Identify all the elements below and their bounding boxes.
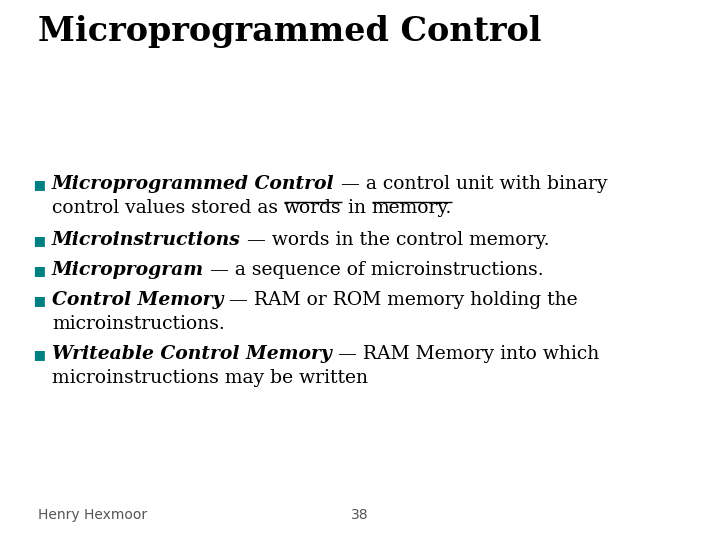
Text: ▪: ▪ [32, 175, 45, 194]
Text: — RAM or ROM memory holding the: — RAM or ROM memory holding the [223, 291, 578, 309]
Text: microinstructions.: microinstructions. [52, 315, 225, 333]
Text: ▪: ▪ [32, 231, 45, 250]
Text: words: words [284, 199, 341, 217]
Text: in: in [341, 199, 372, 217]
Text: ▪: ▪ [32, 291, 45, 310]
Text: Microinstructions: Microinstructions [52, 231, 240, 249]
Text: — words in the control memory.: — words in the control memory. [240, 231, 549, 249]
Text: control values stored as: control values stored as [52, 199, 284, 217]
Text: Microprogram: Microprogram [52, 261, 204, 279]
Text: — RAM Memory into which: — RAM Memory into which [332, 345, 599, 363]
Text: microinstructions may be written: microinstructions may be written [52, 369, 368, 387]
Text: memory.: memory. [372, 199, 452, 217]
Text: ▪: ▪ [32, 345, 45, 364]
Text: Microprogrammed Control: Microprogrammed Control [38, 15, 541, 48]
Text: Writeable Control Memory: Writeable Control Memory [52, 345, 332, 363]
Text: Henry Hexmoor: Henry Hexmoor [38, 508, 147, 522]
Text: — a control unit with binary: — a control unit with binary [335, 175, 607, 193]
Text: — a sequence of microinstructions.: — a sequence of microinstructions. [204, 261, 544, 279]
Text: ▪: ▪ [32, 261, 45, 280]
Text: Microprogrammed Control: Microprogrammed Control [52, 175, 335, 193]
Text: 38: 38 [351, 508, 369, 522]
Text: Control Memory: Control Memory [52, 291, 223, 309]
